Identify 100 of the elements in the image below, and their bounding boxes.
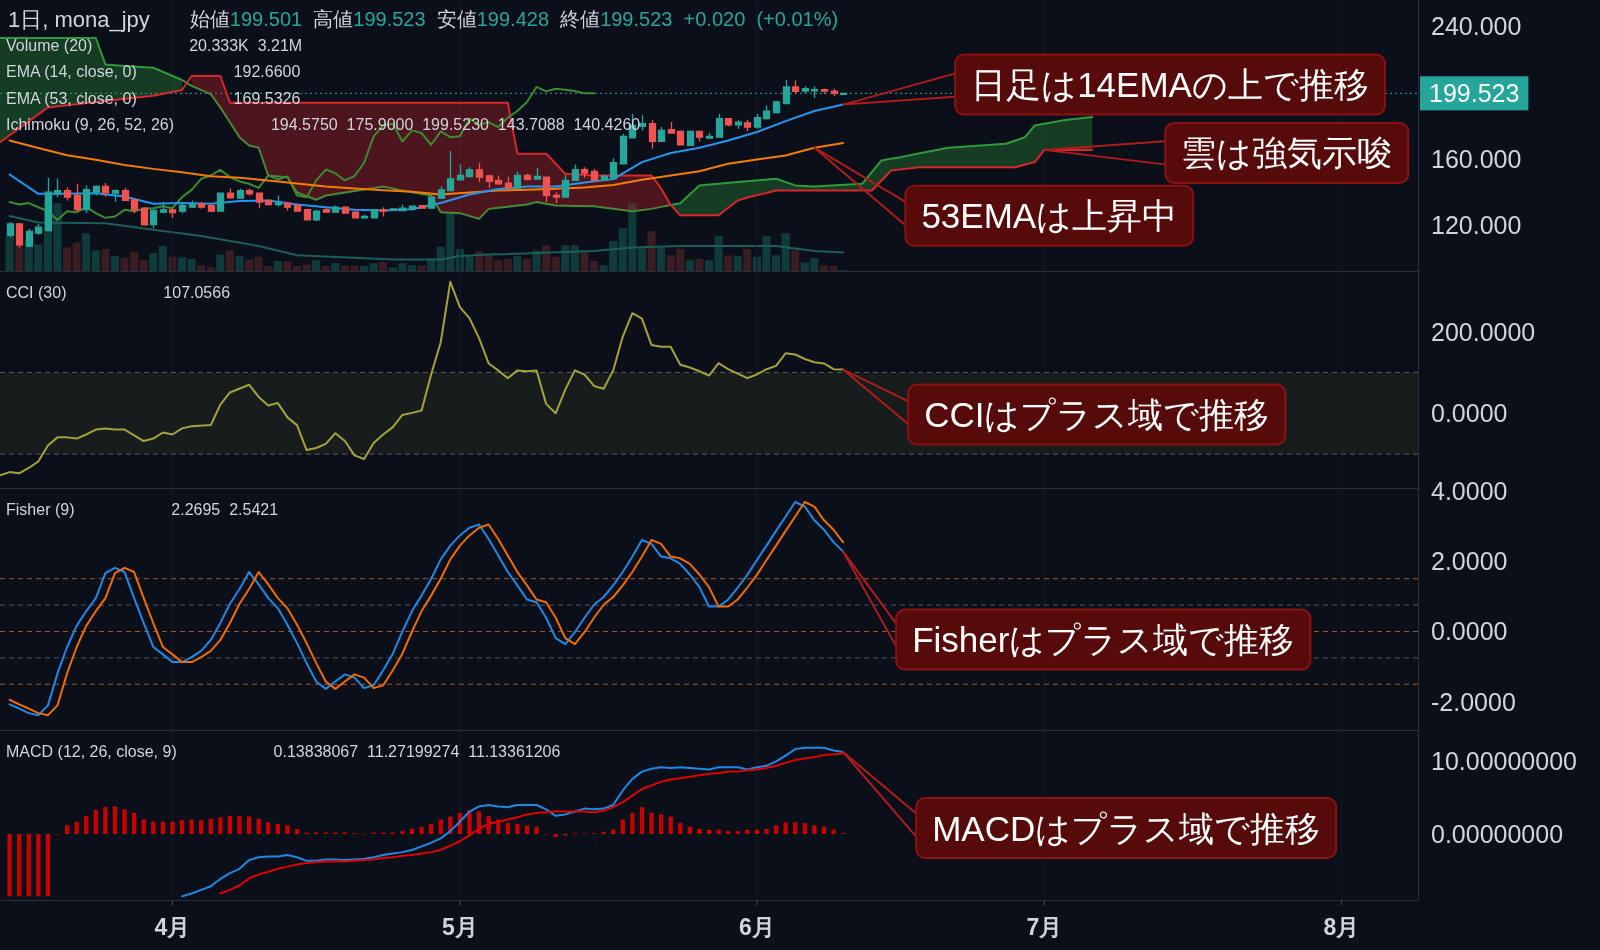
chart-title: 1日, mona_jpy [8,6,150,32]
candlestick [293,203,302,212]
bar [74,821,79,834]
candlestick [533,167,542,180]
bar [206,267,215,271]
bar [783,822,788,834]
bar [168,256,177,271]
bar [149,253,158,271]
candlestick [178,201,187,214]
line-series [8,139,845,196]
candlestick [168,208,177,219]
bar [735,831,740,834]
candlestick [312,209,321,222]
candlestick [830,88,839,97]
annotation: MACDはプラス域で推移 [932,808,1321,848]
candlestick [734,119,743,130]
bar [637,248,646,271]
candlestick [552,191,561,204]
bar [505,823,510,834]
candlestick [82,184,91,214]
candlestick [427,194,436,210]
text: 始値199.501 高値199.523 安値199.428 終値199.523 +0.020 (+0.01%) [189,8,839,30]
line-series [0,280,845,477]
bar [45,834,51,897]
bar [685,260,694,271]
x-tick-label: 5月 [441,914,478,940]
bar [697,828,702,834]
bar [199,820,204,834]
candlestick [159,201,168,214]
candlestick [571,163,580,182]
bar [407,265,417,271]
bar [5,236,14,271]
bar [620,819,625,834]
bar [438,819,443,834]
x-tick-label: 8月 [1323,914,1360,940]
candlestick [676,129,685,147]
bar [551,256,560,271]
bar [791,250,800,271]
bar [273,261,282,271]
candlestick [408,204,417,212]
bar [294,828,300,834]
candlestick [475,162,484,183]
candlestick [322,207,331,214]
bar [245,259,254,271]
text: EMA (14, close, 0) 192.6600 [6,62,301,80]
bar [687,826,692,834]
bar [91,250,100,271]
bar [179,820,185,834]
bar [379,261,388,271]
candlestick [92,184,101,197]
bar [235,256,244,271]
bar [158,246,167,271]
bar [726,831,731,834]
bar [821,826,827,834]
candlestick [772,100,781,114]
candlestick [504,176,513,190]
ref-line-label: 199.523 [1429,79,1520,108]
bar [733,256,742,271]
bar [72,242,81,271]
bar [256,818,261,834]
candlestick [743,118,752,133]
candlestick [686,129,695,147]
x-tick-label: 7月 [1026,914,1063,940]
bar [112,806,118,834]
candlestick [389,207,398,212]
text: CCI (30) 107.0566 [6,283,231,301]
candlestick [140,206,149,227]
candlestick [130,199,139,214]
candlestick [762,104,771,121]
candlestick [523,173,532,182]
bar [26,834,31,897]
candlestick [657,126,666,143]
candlestick [149,208,158,229]
bar [743,248,752,271]
bar [513,256,522,271]
bar [285,825,290,834]
bar [704,260,714,271]
bar [227,815,233,834]
bar [225,250,235,271]
candlestick [580,166,589,179]
bar [695,258,704,271]
y-tick-label: 0.0000 [1431,399,1508,428]
candlestick [791,79,800,95]
bar [246,816,252,834]
bar [534,826,539,834]
candlestick [379,206,388,218]
bar [802,823,807,834]
candlestick [283,201,292,212]
bar [302,264,311,271]
y-tick-label: 10.00000000 [1431,747,1577,776]
bar [93,810,98,834]
candlestick [418,204,427,210]
bar [657,247,666,271]
bar [237,815,242,834]
bar [64,825,70,834]
candlestick [370,208,379,220]
bar [781,233,790,271]
bar [570,245,579,271]
bar [522,258,532,271]
bar [716,829,721,834]
